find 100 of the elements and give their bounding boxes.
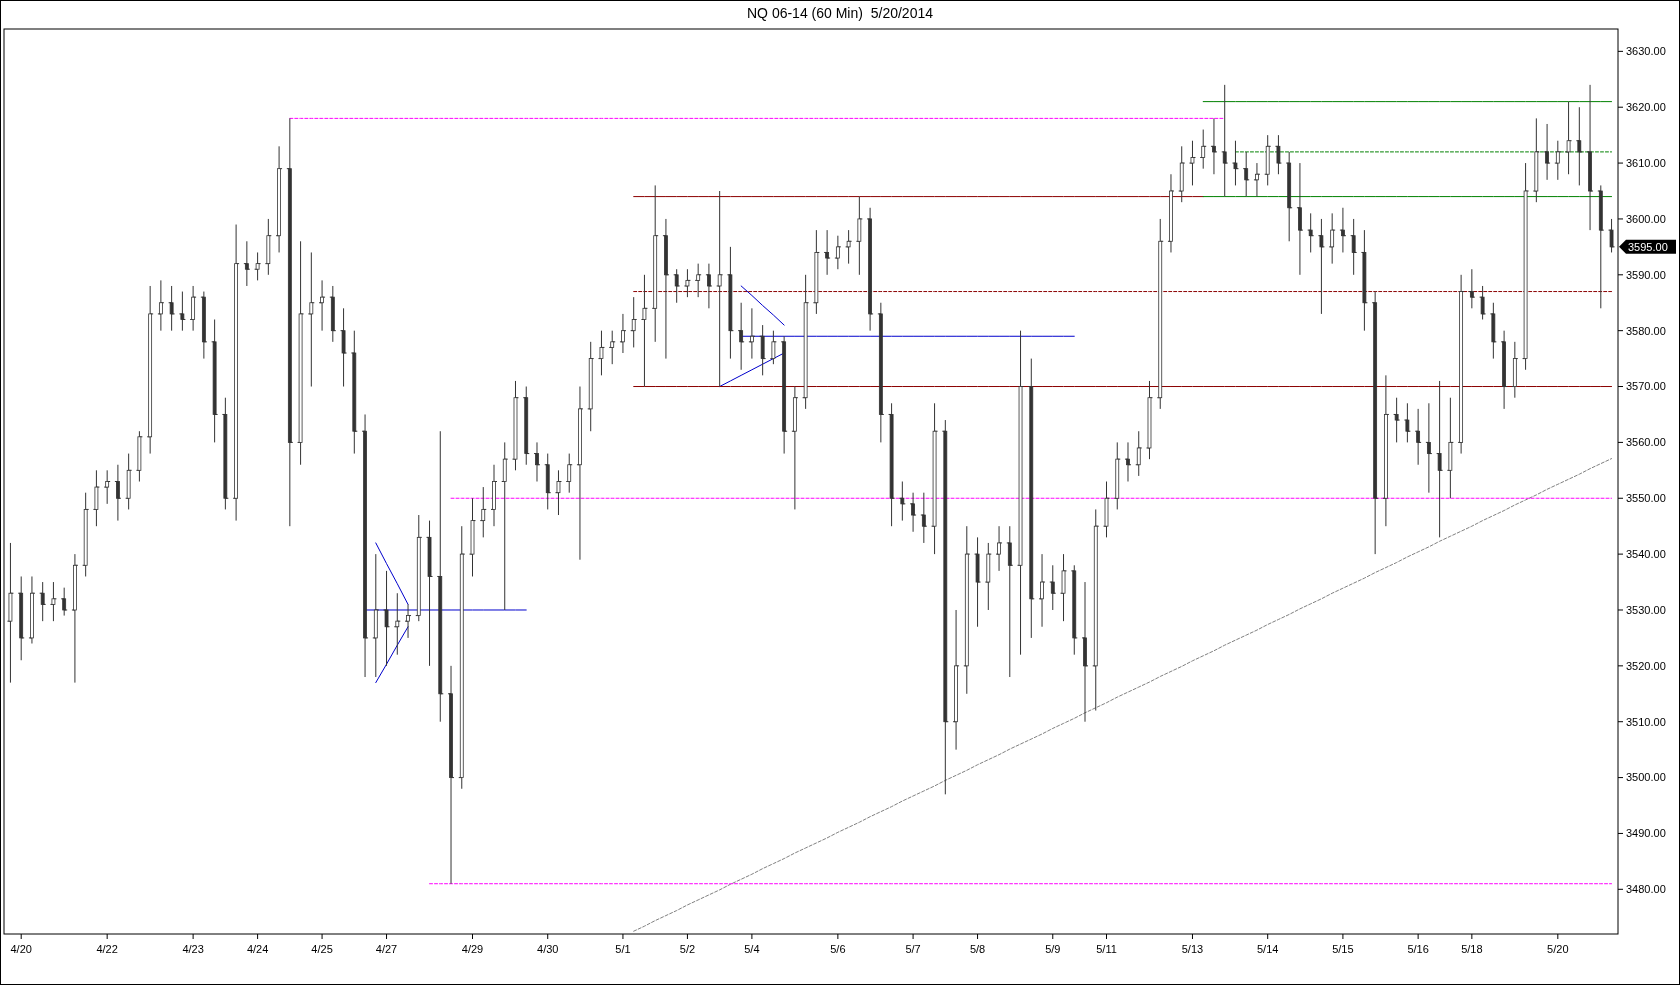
x-tick-label: 5/1 <box>615 943 631 955</box>
candlestick <box>1319 218 1324 315</box>
candlestick <box>255 251 260 281</box>
candlestick <box>1437 380 1442 538</box>
candlestick <box>1190 140 1195 186</box>
y-tick-label: 3500.00 <box>1626 771 1666 784</box>
candlestick <box>943 419 948 795</box>
candlestick <box>73 553 77 684</box>
candlestick <box>664 218 668 360</box>
candlestick <box>1212 117 1216 175</box>
candlestick <box>126 453 131 510</box>
candlestick <box>1018 330 1023 656</box>
candlestick <box>201 291 206 360</box>
candlestick <box>707 263 711 309</box>
candlestick <box>835 235 840 270</box>
y-tick-label: 3560.00 <box>1626 436 1666 449</box>
candlestick <box>1050 564 1055 611</box>
candlestick <box>1287 151 1292 242</box>
candlestick <box>19 575 24 661</box>
candlestick <box>277 145 281 253</box>
candlestick <box>212 318 217 443</box>
candlestick <box>116 464 120 522</box>
candlestick <box>1588 84 1592 231</box>
candlestick <box>674 268 679 304</box>
y-tick-label: 3570.00 <box>1626 380 1666 393</box>
candlestick <box>1512 341 1517 399</box>
candlestick <box>1061 553 1066 622</box>
candlestick <box>524 386 529 466</box>
candlestick <box>1169 173 1173 253</box>
candlestick <box>900 481 905 522</box>
candlestick <box>1222 84 1227 198</box>
candlestick <box>470 497 475 577</box>
candlestick <box>1244 151 1249 198</box>
candlestick <box>685 268 690 298</box>
candlestick <box>621 313 625 354</box>
x-tick-label: 4/30 <box>537 943 559 955</box>
line-series <box>375 626 409 684</box>
y-tick-label: 3600.00 <box>1626 212 1666 225</box>
line-series <box>740 285 785 326</box>
candlestick <box>1126 441 1130 482</box>
y-tick-label: 3520.00 <box>1626 659 1666 672</box>
x-tick-label: 5/20 <box>1547 943 1569 955</box>
candlestick <box>1426 402 1431 494</box>
candlestick <box>1534 117 1539 203</box>
candlestick <box>878 302 883 443</box>
candlestick <box>191 285 196 332</box>
candlestick <box>814 229 819 315</box>
x-tick-label: 5/2 <box>679 943 696 955</box>
candlestick <box>1255 162 1259 198</box>
candlestick <box>1394 397 1399 443</box>
candlestick <box>1298 162 1302 276</box>
candlestick <box>1040 553 1044 628</box>
candlestick <box>363 413 367 678</box>
y-tick-label: 3580.00 <box>1626 324 1666 337</box>
y-tick-label: 3620.00 <box>1626 101 1666 114</box>
candlestick <box>105 469 110 505</box>
candlestick <box>223 397 228 510</box>
line-series <box>375 542 409 605</box>
candlestick <box>1373 291 1378 555</box>
candlestick <box>1577 106 1582 186</box>
candlestick <box>287 117 292 527</box>
candlestick <box>395 592 400 656</box>
candlestick <box>158 279 163 332</box>
x-tick-label: 4/25 <box>311 943 333 955</box>
candlestick <box>1093 508 1098 712</box>
candlestick <box>62 587 67 617</box>
candlestick <box>384 570 389 667</box>
candlestick <box>83 492 88 577</box>
candlestick <box>964 525 969 695</box>
candlestick <box>1147 380 1152 460</box>
candlestick <box>244 240 249 287</box>
candlestick <box>30 575 34 645</box>
candlestick <box>1383 374 1388 527</box>
candlestick <box>1523 162 1528 371</box>
candlestick <box>1330 212 1335 265</box>
x-tick-label: 5/13 <box>1181 943 1204 955</box>
x-tick-label: 4/20 <box>10 943 32 955</box>
candlestick <box>760 324 765 376</box>
candlestick <box>545 453 550 510</box>
line-series <box>633 458 1613 932</box>
x-tick-label: 5/8 <box>969 943 986 955</box>
candlestick <box>556 469 561 516</box>
x-tick-label: 5/16 <box>1407 943 1429 955</box>
candlestick <box>427 520 432 667</box>
x-tick-label: 5/4 <box>744 943 760 955</box>
y-tick-label: 3480.00 <box>1626 883 1666 896</box>
y-tick-label: 3490.00 <box>1626 827 1666 840</box>
candlestick <box>51 581 56 622</box>
candlestick <box>416 514 421 622</box>
candlestick <box>1341 207 1345 253</box>
x-tick-label: 4/22 <box>96 943 118 955</box>
candlestick <box>739 302 744 371</box>
x-tick-label: 5/11 <box>1096 943 1117 955</box>
candlestick <box>169 285 174 332</box>
candlestick <box>481 486 486 538</box>
candlestick <box>1276 134 1281 175</box>
candlestick <box>513 380 518 471</box>
y-tick-label: 3510.00 <box>1626 715 1666 728</box>
candlestick <box>599 330 604 376</box>
candlestick <box>954 609 958 751</box>
